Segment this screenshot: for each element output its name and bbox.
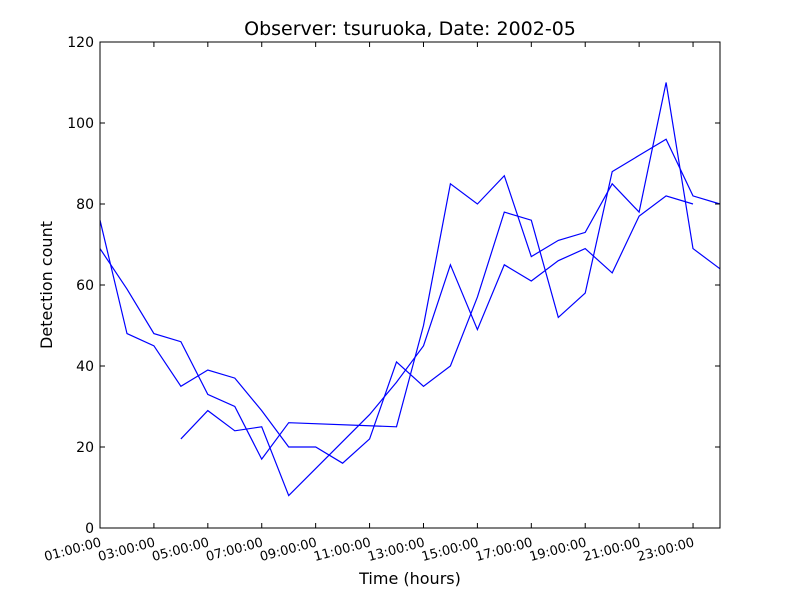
x-tick-label: 11:00:00 (312, 535, 372, 565)
y-tick-label: 20 (76, 440, 94, 456)
plot-frame (99, 41, 721, 529)
x-tick-label: 19:00:00 (528, 535, 588, 565)
y-axis-label: Detection count (37, 221, 56, 349)
chart-title: Observer: tsuruoka, Date: 2002-05 (244, 18, 576, 40)
y-tick-label: 40 (76, 359, 94, 375)
series-line-1 (99, 138, 721, 464)
x-tick-label: 03:00:00 (97, 535, 157, 565)
series-line-3 (180, 195, 694, 497)
x-tick-label: 13:00:00 (366, 535, 426, 565)
y-tick-label: 120 (67, 35, 94, 51)
x-tick-label: 21:00:00 (582, 535, 642, 565)
series-line-2 (99, 82, 721, 461)
x-tick-label: 05:00:00 (151, 535, 211, 565)
y-tick-label: 60 (76, 278, 94, 294)
x-axis-label: Time (hours) (358, 569, 461, 588)
x-tick-label: 15:00:00 (420, 535, 480, 565)
x-tick-label: 07:00:00 (204, 535, 264, 565)
ticks-layer: 02040608010012001:00:0003:00:0005:00:000… (43, 35, 720, 565)
y-tick-label: 80 (76, 197, 94, 213)
x-tick-label: 23:00:00 (636, 535, 696, 565)
x-tick-label: 17:00:00 (474, 535, 534, 565)
x-tick-label: 09:00:00 (258, 535, 318, 565)
y-tick-label: 0 (85, 521, 94, 537)
x-tick-label: 01:00:00 (43, 535, 103, 565)
y-tick-label: 100 (67, 116, 94, 132)
series-layer (99, 82, 721, 497)
